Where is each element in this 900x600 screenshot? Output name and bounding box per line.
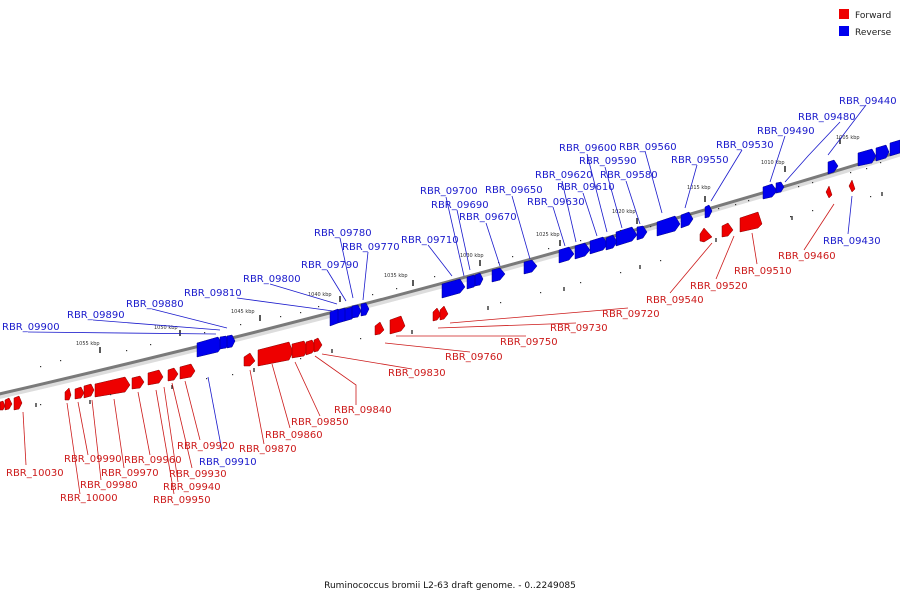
gene-label: RBR_09780 (314, 228, 372, 239)
gene-label: RBR_09970 (101, 468, 159, 479)
scale-label: 1020 kbp (612, 209, 636, 215)
gene-label: RBR_09510 (734, 266, 792, 277)
gene-label: RBR_10030 (6, 468, 64, 479)
gene-label: RBR_09960 (124, 455, 182, 466)
gene-label: RBR_09520 (690, 281, 748, 292)
scale-label: 1005 kbp (836, 135, 860, 141)
gene-label: RBR_09710 (401, 235, 459, 246)
gene-label: RBR_09940 (163, 482, 221, 493)
gene-label: RBR_09560 (619, 142, 677, 153)
gene-label: RBR_09670 (459, 212, 517, 223)
legend-reverse-label: Reverse (855, 28, 892, 38)
gene-label: RBR_09880 (126, 299, 184, 310)
forward-gene-blocks (0, 179, 856, 411)
track-dashes (35, 192, 883, 407)
gene-label: RBR_09620 (535, 170, 593, 181)
scale-labels: 1005 kbp 1010 kbp 1015 kbp 1020 kbp 1025… (76, 135, 860, 347)
gene-label: RBR_09800 (243, 274, 301, 285)
gene-label: RBR_09950 (153, 495, 211, 506)
scale-label: 1010 kbp (761, 160, 785, 166)
scale-label: 1055 kbp (76, 341, 100, 347)
legend-forward-label: Forward (855, 11, 891, 21)
gene-label: RBR_09540 (646, 295, 704, 306)
gene-label: RBR_09490 (757, 126, 815, 137)
gene-label: RBR_09440 (839, 96, 897, 107)
scale-label: 1040 kbp (308, 292, 332, 298)
gene-label: RBR_09850 (291, 417, 349, 428)
gene-label: RBR_09550 (671, 155, 729, 166)
gene-label: RBR_09700 (420, 186, 478, 197)
scale-label: 1050 kbp (154, 325, 178, 331)
gene-label: RBR_09650 (485, 185, 543, 196)
gene-label: RBR_09460 (778, 251, 836, 262)
gene-label: RBR_09860 (265, 430, 323, 441)
gene-label: RBR_09770 (342, 242, 400, 253)
gene-label: RBR_09840 (334, 405, 392, 416)
genome-caption: Ruminococcus bromii L2-63 draft genome. … (324, 581, 576, 591)
gene-label: RBR_09910 (199, 457, 257, 468)
reverse-gene-labels: RBR_09440 RBR_09480 RBR_09490 RBR_09530 … (2, 96, 897, 468)
leader-lines (22, 104, 867, 495)
gene-label: RBR_09690 (431, 200, 489, 211)
gene-label: RBR_09990 (64, 454, 122, 465)
gene-label: RBR_09870 (239, 444, 297, 455)
legend-reverse-swatch (839, 26, 849, 36)
scale-label: 1045 kbp (231, 309, 255, 315)
gene-label: RBR_09600 (559, 143, 617, 154)
gene-label: RBR_09930 (169, 469, 227, 480)
gene-label: RBR_09730 (550, 323, 608, 334)
gene-label: RBR_10000 (60, 493, 118, 504)
gene-label: RBR_09430 (823, 236, 881, 247)
gene-label: RBR_09530 (716, 140, 774, 151)
scale-label: 1025 kbp (536, 232, 560, 238)
gene-label: RBR_09760 (445, 352, 503, 363)
gene-label: RBR_09900 (2, 322, 60, 333)
track-dots (40, 162, 882, 406)
gene-label: RBR_09890 (67, 310, 125, 321)
scale-label: 1030 kbp (460, 253, 484, 259)
legend-forward-swatch (839, 9, 849, 19)
forward-gene-labels: RBR_09460 RBR_09510 RBR_09520 RBR_09540 … (6, 251, 836, 506)
gene-label: RBR_09610 (557, 182, 615, 193)
scale-label: 1035 kbp (384, 273, 408, 279)
legend: Forward Reverse (839, 9, 892, 38)
gene-label: RBR_09810 (184, 288, 242, 299)
scale-label: 1015 kbp (687, 185, 711, 191)
gene-label: RBR_09980 (80, 480, 138, 491)
gene-label: RBR_09790 (301, 260, 359, 271)
reverse-gene-blocks (196, 139, 900, 358)
gene-label: RBR_09630 (527, 197, 585, 208)
gene-label: RBR_09830 (388, 368, 446, 379)
gene-label: RBR_09590 (579, 156, 637, 167)
gene-label: RBR_09720 (602, 309, 660, 320)
gene-label: RBR_09750 (500, 337, 558, 348)
gene-label: RBR_09920 (177, 441, 235, 452)
gene-label: RBR_09580 (600, 170, 658, 181)
scale-ticks (99, 138, 841, 353)
gene-label: RBR_09480 (798, 112, 856, 123)
